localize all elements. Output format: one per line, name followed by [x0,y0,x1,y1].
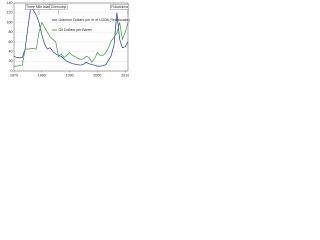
legend-label: Uranium Dollars per lb of U3O8 (Yellowca… [59,18,130,22]
legend-label: Oil Dollars per Barrel [59,28,93,32]
y-tick-label: 0 [11,69,13,73]
plot-frame [13,2,129,72]
annotation-box [49,4,68,10]
y-tick-label: 80 [9,30,13,34]
annotation-label: Three Mile Island [26,5,52,9]
annotation-label: Fukushima [111,5,128,9]
y-tick-label: 20 [9,59,13,63]
x-tick-label: 2000 [93,73,101,77]
x-tick-label: 1970 [10,73,18,77]
y-tick-label: 60 [9,40,13,44]
series-line [13,7,129,67]
x-tick-label: 1990 [66,73,74,77]
y-tick-label: 120 [7,11,13,15]
annotation-box [110,4,130,10]
chart: 0 20 40 60 80 100 120 140 1970 1980 1990 2000 2010 Ur… [7,1,130,78]
x-tick-label: 2010 [121,73,129,77]
y-tick-label: 40 [9,50,13,54]
annotation-label: Chernobyl [51,5,67,9]
y-tick-label: 140 [7,1,13,5]
y-tick-label: 100 [7,20,13,24]
x-tick-label: 1980 [38,73,46,77]
page: {"chart_data": {"type": "line", "x": [19… [0,0,131,80]
series-line [14,21,129,67]
